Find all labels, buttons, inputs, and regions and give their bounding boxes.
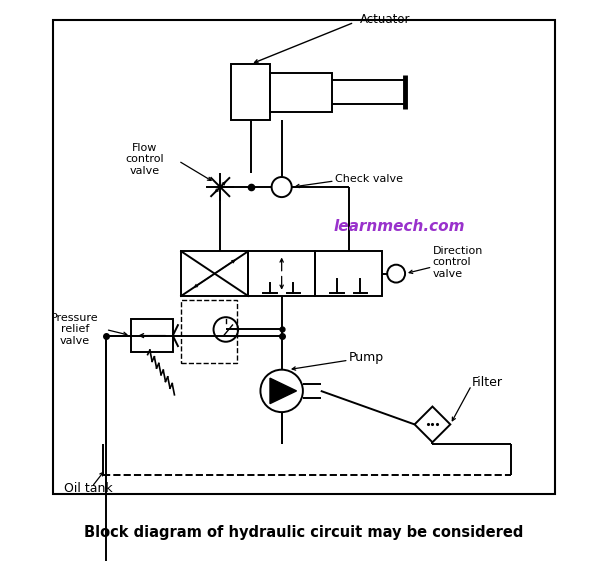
Bar [315,252,382,296]
Text: Direction
control
valve: Direction control valve [432,246,483,279]
Circle shape [213,317,238,342]
Text: Oil tank: Oil tank [64,482,112,495]
Polygon shape [415,407,451,442]
Circle shape [260,369,303,412]
Text: Actuator: Actuator [360,13,410,26]
Text: Pressure
relief
valve: Pressure relief valve [51,313,99,346]
Text: learnmech.com: learnmech.com [333,219,465,233]
Circle shape [387,265,405,283]
Bar [53,20,555,494]
Text: Flow
control
valve: Flow control valve [125,143,164,176]
Text: Pump: Pump [348,351,384,364]
Text: Filter: Filter [472,376,503,389]
Text: Block diagram of hydraulic circuit may be considered: Block diagram of hydraulic circuit may b… [85,525,523,540]
Bar [181,252,248,296]
Bar [248,252,315,296]
Bar [131,319,173,352]
Text: Check valve: Check valve [335,174,402,184]
Bar [269,73,332,112]
Bar [232,64,269,120]
Circle shape [272,177,292,197]
Bar [181,300,237,363]
Polygon shape [270,378,297,404]
